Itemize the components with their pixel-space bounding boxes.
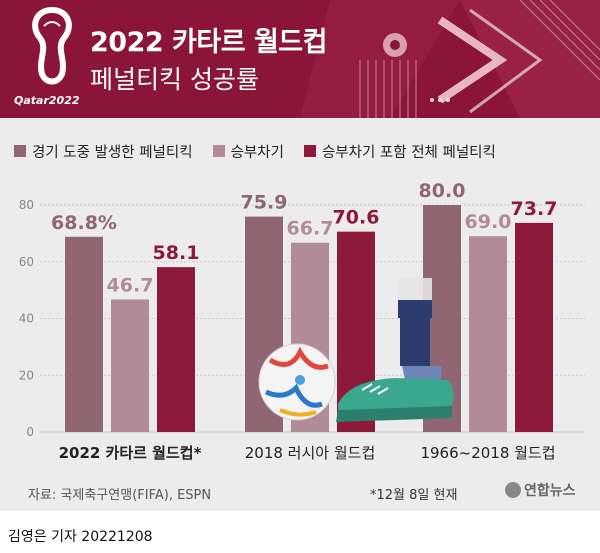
legend-label: 승부차기 포함 전체 페널티킥 [321,144,496,161]
header-pattern [300,0,600,118]
kicking-leg-icon [336,278,454,422]
bar-value-label: 58.1 [153,242,200,264]
legend-item-total: 승부차기 포함 전체 페널티킥 [303,141,496,162]
y-tick-label: 20 [19,368,34,382]
chart-legend: 경기 도중 발생한 페널티킥 승부차기 승부차기 포함 전체 페널티킥 [14,138,516,164]
bar [515,222,553,432]
bar-value-label: 69.0 [465,211,512,233]
legend-label: 승부차기 [230,144,284,161]
bar-value-label: 70.6 [333,207,380,229]
legend-swatch [212,145,225,157]
bar [157,267,195,432]
agency-logo: 연합뉴스 [505,480,576,500]
y-tick-label: 80 [19,198,34,212]
bar-value-label: 68.8% [51,212,117,234]
bar-value-label: 73.7 [511,198,558,220]
bar-value-label: 46.7 [107,274,154,296]
source-note: 자료: 국제축구연맹(FIFA), ESPN [28,488,212,503]
header-banner: Qatar2022 2022 카타르 월드컵 페널티킥 성공률 [0,0,600,118]
y-tick-label: 0 [26,425,34,439]
y-tick-label: 60 [19,255,34,269]
x-category-label: 1966~2018 월드컵 [420,444,555,462]
agency-name: 연합뉴스 [524,483,576,499]
reporter-credit: 김영은 기자 20221208 [8,529,153,545]
legend-item-in-game: 경기 도중 발생한 페널티킥 [14,141,193,162]
date-note: *12월 8일 현재 [370,488,458,503]
page-title: 2022 카타르 월드컵 [90,27,328,58]
worldcup-logo-icon [32,6,72,85]
legend-swatch [303,145,316,157]
bar [65,236,103,432]
x-category-label: 2022 카타르 월드컵* [59,444,202,462]
legend-item-shootout: 승부차기 [212,141,284,162]
page-subtitle: 페널티킥 성공률 [90,65,259,94]
bar-value-label: 66.7 [287,218,334,240]
soccer-ball-icon [258,343,336,421]
agency-badge-icon [505,482,521,498]
bar [469,236,507,432]
logo-wordmark: Qatar2022 [14,94,80,107]
legend-label: 경기 도중 발생한 페널티킥 [32,144,193,161]
bar-value-label: 75.9 [241,192,288,214]
x-category-label: 2018 러시아 월드컵 [245,444,376,462]
bar-value-label: 80.0 [419,180,466,202]
legend-swatch [14,145,26,157]
y-tick-label: 40 [19,312,34,326]
bar [111,299,149,432]
